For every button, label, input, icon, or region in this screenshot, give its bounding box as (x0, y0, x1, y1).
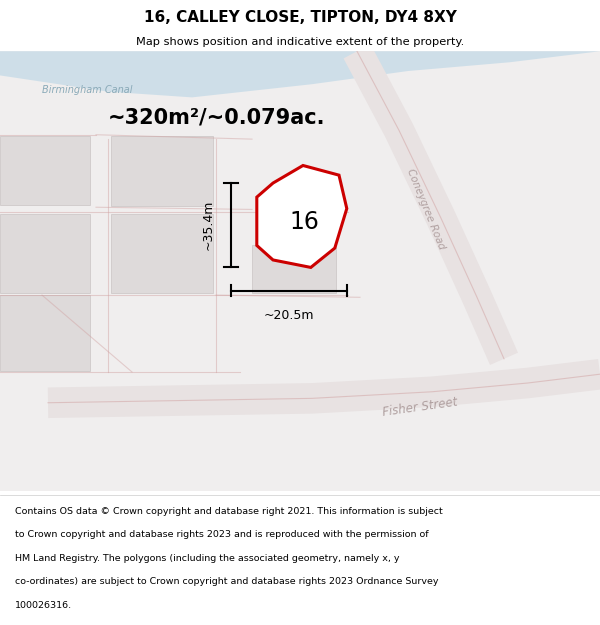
Text: Map shows position and indicative extent of the property.: Map shows position and indicative extent… (136, 37, 464, 47)
Text: Birmingham Canal: Birmingham Canal (42, 85, 133, 95)
Text: 16, CALLEY CLOSE, TIPTON, DY4 8XY: 16, CALLEY CLOSE, TIPTON, DY4 8XY (143, 10, 457, 25)
Text: ~320m²/~0.079ac.: ~320m²/~0.079ac. (107, 107, 325, 127)
Text: Coneygree Road: Coneygree Road (405, 168, 447, 251)
Text: ~20.5m: ~20.5m (263, 309, 314, 322)
Polygon shape (0, 51, 600, 98)
Polygon shape (0, 214, 90, 293)
Polygon shape (257, 166, 347, 268)
Text: 100026316.: 100026316. (15, 601, 72, 610)
Text: ~35.4m: ~35.4m (202, 199, 215, 250)
Text: to Crown copyright and database rights 2023 and is reproduced with the permissio: to Crown copyright and database rights 2… (15, 530, 428, 539)
Text: HM Land Registry. The polygons (including the associated geometry, namely x, y: HM Land Registry. The polygons (includin… (15, 554, 400, 562)
Text: co-ordinates) are subject to Crown copyright and database rights 2023 Ordnance S: co-ordinates) are subject to Crown copyr… (15, 578, 439, 586)
Text: Fisher Street: Fisher Street (382, 396, 458, 419)
Polygon shape (111, 214, 213, 293)
Polygon shape (252, 244, 336, 293)
Text: Contains OS data © Crown copyright and database right 2021. This information is : Contains OS data © Crown copyright and d… (15, 507, 443, 516)
Polygon shape (0, 295, 90, 371)
Polygon shape (0, 136, 90, 205)
Text: 16: 16 (290, 210, 320, 234)
Polygon shape (111, 136, 213, 206)
